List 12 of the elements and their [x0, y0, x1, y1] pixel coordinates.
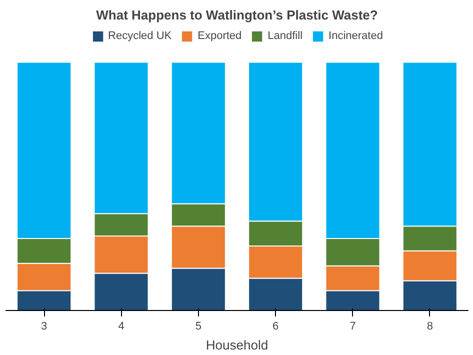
- x-tick-label: 7: [350, 320, 356, 332]
- x-tick-label: 3: [41, 320, 48, 332]
- x-tick-label: 6: [272, 320, 279, 332]
- legend-label: Recycled UK: [108, 30, 172, 42]
- legend-label: Landfill: [268, 30, 303, 42]
- legend-label: Exported: [198, 30, 242, 42]
- x-axis-title: Household: [206, 338, 268, 352]
- chart-title: What Happens to Watlington’s Plastic Waste?: [96, 8, 378, 22]
- x-tick-label: 5: [195, 320, 202, 332]
- legend-label: Incinerated: [328, 30, 383, 42]
- x-tick-label: 4: [118, 320, 124, 332]
- x-tick-label: 8: [426, 320, 433, 332]
